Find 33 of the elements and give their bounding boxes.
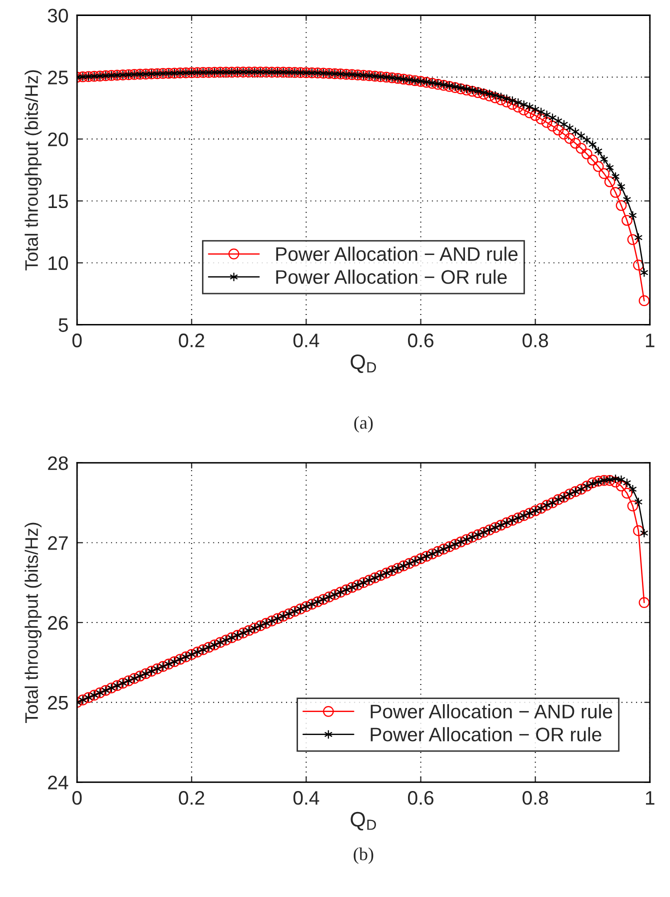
x-axis-title: Q$_{D}$ <box>350 354 376 373</box>
y-axis-title: Total throughput (bits/Hz) <box>24 522 42 723</box>
x-tick-label: 0.8 <box>522 334 548 348</box>
x-tick-label: 0.2 <box>178 334 204 348</box>
y-axis-title: Total throughput (bits/Hz) <box>24 70 42 270</box>
x-tick-label: 0.8 <box>522 791 548 805</box>
y-tick-label: 28 <box>48 456 68 470</box>
x-tick-label: 0 <box>72 334 82 348</box>
x-tick-label: 0.6 <box>408 791 434 805</box>
y-tick-label: 20 <box>48 132 68 146</box>
legend-label: Power Allocation − OR rule <box>276 270 507 284</box>
x-tick-label: 0.4 <box>293 334 320 348</box>
y-tick-label: 27 <box>48 536 68 550</box>
x-tick-label: 0.4 <box>293 791 320 805</box>
x-axis-title: Q$_{D}$ <box>350 812 376 830</box>
x-tick-label: 1 <box>646 334 654 348</box>
y-tick-label: 15 <box>48 194 68 208</box>
x-tick-label: 1 <box>646 791 654 805</box>
x-tick-label: 0.6 <box>408 334 434 348</box>
y-tick-label: 25 <box>48 70 68 84</box>
text: (a) <box>354 416 373 432</box>
text: (b) <box>354 848 374 864</box>
y-tick-label: 30 <box>48 8 68 22</box>
y-tick-label: 5 <box>58 318 68 332</box>
y-tick-label: 10 <box>48 256 68 270</box>
y-tick-label: 26 <box>48 616 68 630</box>
y-tick-label: 24 <box>48 776 68 790</box>
x-tick-label: 0 <box>72 791 82 805</box>
y-tick-label: 25 <box>48 696 68 710</box>
x-tick-label: 0.2 <box>178 791 204 805</box>
legend-label: Power Allocation − OR rule <box>370 727 602 742</box>
legend-label: Power Allocation − AND rule <box>370 704 612 718</box>
legend-label: Power Allocation − AND rule <box>276 246 518 261</box>
